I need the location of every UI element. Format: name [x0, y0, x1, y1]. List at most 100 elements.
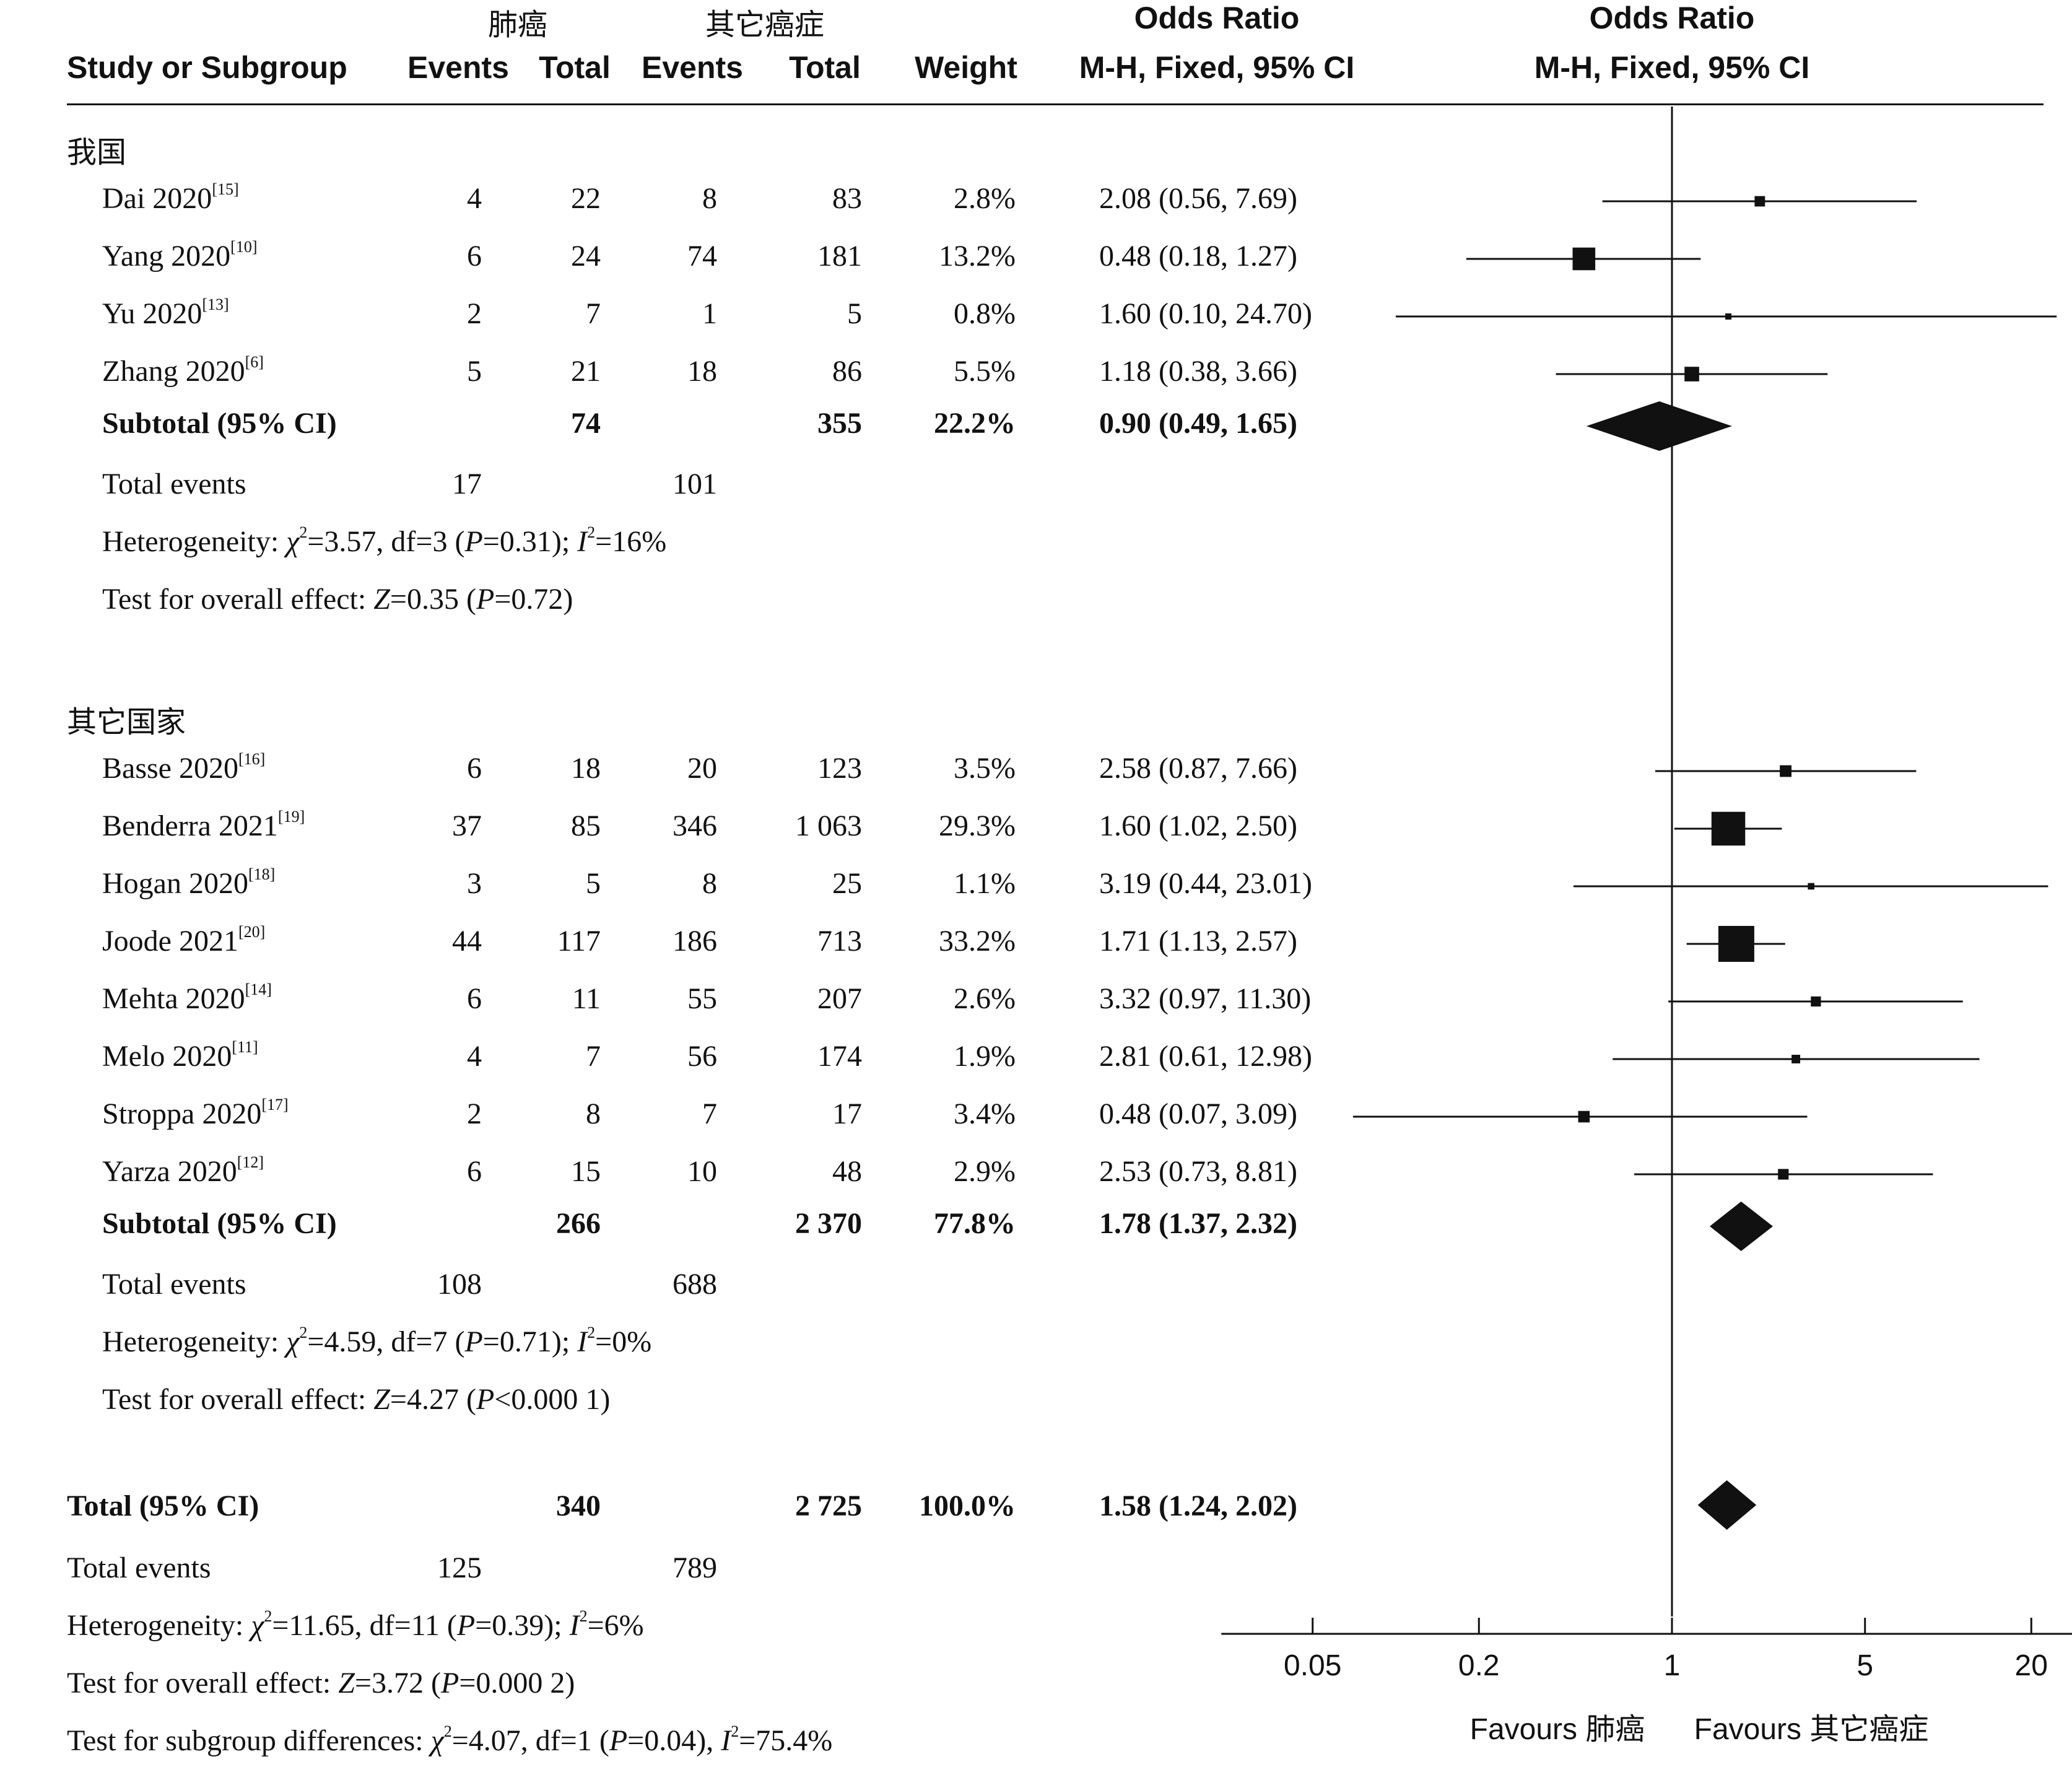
x-tick-label: 1 — [1663, 1649, 1681, 1682]
study-estimate-square — [1725, 313, 1732, 320]
study-estimate-square — [1791, 1055, 1801, 1063]
study-label: Benderra 2021 — [102, 809, 278, 842]
p-symbol: P — [440, 1667, 459, 1699]
weight-value: 2.9% — [954, 1155, 1016, 1188]
total2-value: 83 — [832, 182, 862, 215]
or-plot-method-header: M-H, Fixed, 95% CI — [1534, 50, 1810, 85]
events2-value: 55 — [687, 982, 717, 1015]
events1-value: 44 — [452, 925, 482, 958]
total-events1: 125 — [437, 1551, 482, 1584]
col-total1: Total — [539, 50, 611, 85]
events2-value: 74 — [687, 240, 717, 273]
total-events-label: Total events — [102, 1268, 246, 1301]
study-reference: [14] — [245, 980, 272, 998]
study-estimate-square — [1780, 765, 1791, 777]
total2-value: 25 — [832, 867, 862, 900]
events1-value: 6 — [467, 752, 482, 785]
superscript: 2 — [579, 1607, 588, 1625]
subtotal-total2: 355 — [817, 407, 862, 440]
total2-value: 123 — [817, 752, 862, 785]
subgroup-title: 其它国家 — [67, 705, 186, 739]
total1-value: 8 — [586, 1097, 601, 1130]
total-weight: 100.0% — [919, 1490, 1016, 1522]
or-ci-value: 1.60 (0.10, 24.70) — [1099, 297, 1312, 330]
total1-value: 5 — [586, 867, 601, 900]
chi-symbol: χ — [251, 1609, 264, 1642]
subtotal-total1: 74 — [571, 407, 601, 440]
i-symbol: I — [569, 1609, 580, 1642]
col-study: Study or Subgroup — [67, 50, 347, 85]
total1-value: 11 — [572, 982, 601, 1015]
events1-value: 2 — [467, 297, 482, 330]
total-events-label: Total events — [67, 1551, 211, 1584]
p-value: <0.000 1) — [494, 1383, 611, 1416]
subtotal-label: Subtotal (95% CI) — [102, 1207, 337, 1240]
total-total2: 2 725 — [795, 1490, 862, 1522]
col-events2: Events — [642, 50, 743, 85]
weight-value: 33.2% — [939, 925, 1016, 958]
study-label: Zhang 2020 — [102, 355, 245, 388]
favours-right-label: Favours 其它癌症 — [1694, 1713, 1929, 1746]
events1-value: 6 — [467, 982, 482, 1015]
or-method-header: M-H, Fixed, 95% CI — [1079, 50, 1355, 85]
header-rule — [67, 103, 2044, 105]
or-ci-value: 0.48 (0.07, 3.09) — [1099, 1097, 1297, 1130]
subgroup-differences-line: Test for subgroup differences: χ2=4.07, … — [67, 1724, 832, 1758]
study-reference: [10] — [230, 238, 258, 256]
study-estimate-square — [1711, 811, 1746, 846]
pooled-estimate-diamond — [1709, 1202, 1774, 1251]
or-ci-value: 3.32 (0.97, 11.30) — [1099, 982, 1312, 1015]
total1-value: 7 — [586, 1040, 601, 1073]
overall-effect-line-prefix: Test for overall effect: — [102, 1383, 374, 1416]
p-value: =0.04), — [627, 1724, 721, 1757]
i-symbol: I — [577, 1325, 588, 1358]
x-tick-label: 5 — [1857, 1649, 1874, 1682]
total-events1: 108 — [437, 1268, 482, 1301]
total2-value: 174 — [817, 1040, 862, 1073]
study-estimate-square — [1572, 247, 1596, 271]
weight-value: 3.5% — [954, 752, 1016, 785]
events1-value: 3 — [467, 867, 482, 900]
study-name: Zhang 2020[6] — [102, 354, 264, 388]
total2-value: 86 — [832, 355, 862, 388]
heterogeneity-line: Heterogeneity: χ2=4.59, df=7 (P=0.71); I… — [102, 1325, 651, 1359]
chi-symbol: χ — [286, 1325, 300, 1358]
i-symbol: I — [577, 525, 588, 558]
study-label: Basse 2020 — [102, 752, 238, 785]
events1-value: 6 — [467, 1155, 482, 1188]
events2-value: 20 — [687, 752, 717, 785]
study-reference: [6] — [245, 353, 264, 371]
chi-value: =4.07, df=1 ( — [451, 1724, 609, 1757]
total-events2: 688 — [673, 1268, 717, 1301]
heterogeneity-line-prefix: Heterogeneity: — [102, 525, 287, 558]
study-label: Dai 2020 — [102, 182, 212, 215]
events1-value: 6 — [467, 240, 482, 273]
or-ci-value: 2.53 (0.73, 8.81) — [1099, 1155, 1297, 1188]
total1-value: 24 — [571, 240, 601, 273]
or-ci-value: 2.58 (0.87, 7.66) — [1099, 752, 1297, 785]
events2-value: 7 — [702, 1097, 717, 1130]
i-symbol: I — [721, 1724, 731, 1757]
p-value: =0.71); — [482, 1325, 578, 1358]
or-ci-value: 3.19 (0.44, 23.01) — [1099, 867, 1312, 900]
study-label: Yu 2020 — [102, 297, 202, 330]
group1-header: 肺癌 — [487, 7, 547, 42]
superscript: 2 — [587, 523, 596, 541]
study-name: Mehta 2020[14] — [102, 982, 272, 1016]
or-ci-value: 2.81 (0.61, 12.98) — [1099, 1040, 1312, 1073]
heterogeneity-line-prefix: Heterogeneity: — [67, 1609, 251, 1642]
z-symbol: Z — [338, 1667, 355, 1699]
weight-value: 1.1% — [954, 867, 1016, 900]
z-value: =4.27 ( — [390, 1383, 476, 1416]
x-tick-label: 0.05 — [1284, 1649, 1342, 1682]
p-value: =0.39); — [475, 1609, 570, 1642]
study-name: Dai 2020[15] — [102, 181, 239, 216]
study-name: Yang 2020[10] — [102, 239, 258, 273]
p-symbol: P — [456, 1609, 476, 1642]
study-estimate-square — [1808, 883, 1814, 890]
total-label: Total (95% CI) — [67, 1490, 259, 1522]
events1-value: 5 — [467, 355, 482, 388]
p-value: =0.72) — [494, 583, 573, 616]
heterogeneity-line: Heterogeneity: χ2=3.57, df=3 (P=0.31); I… — [102, 525, 666, 559]
study-name: Stroppa 2020[17] — [102, 1097, 289, 1131]
